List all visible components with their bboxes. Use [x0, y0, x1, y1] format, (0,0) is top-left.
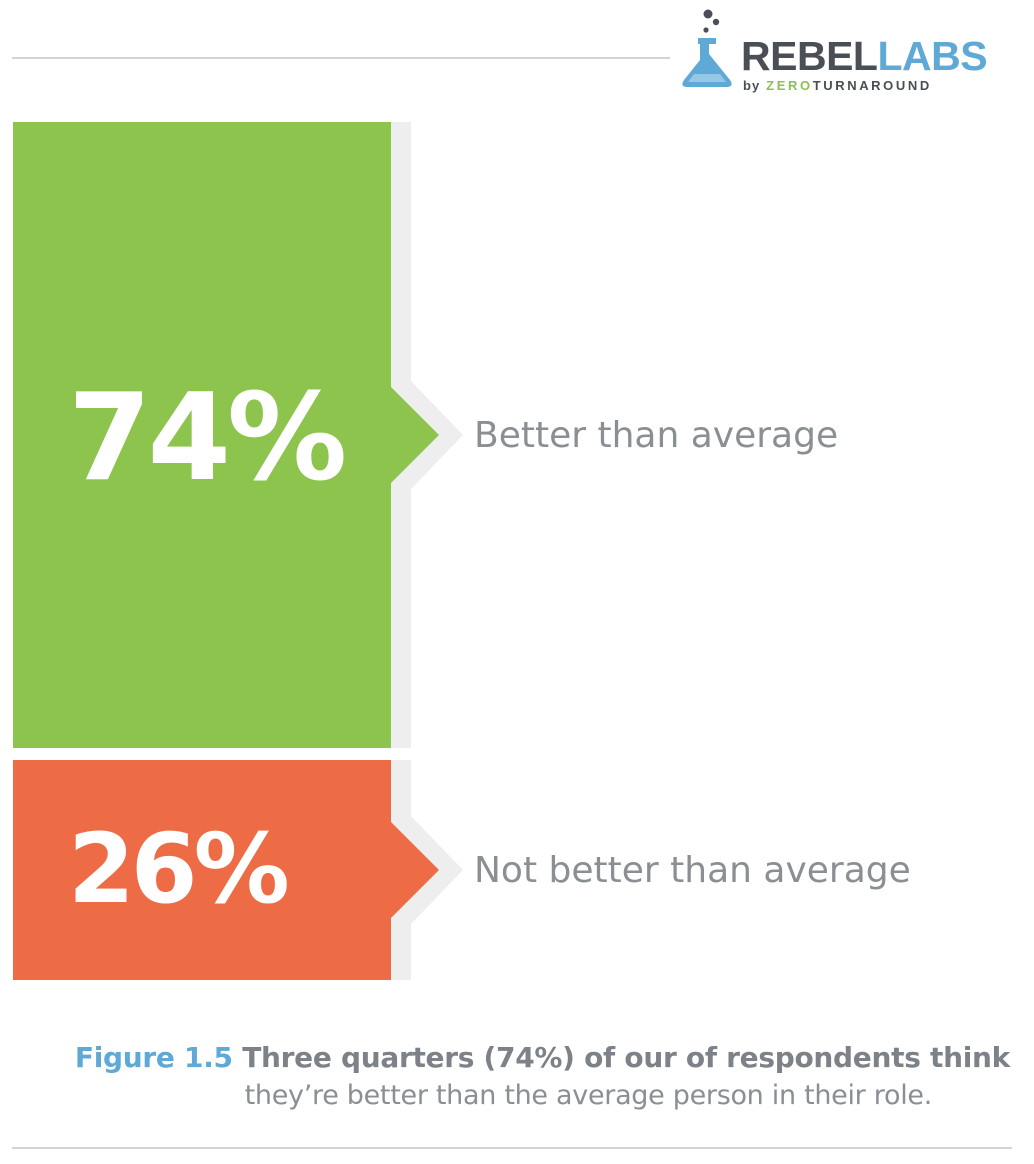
bar: [13, 760, 439, 980]
logo-zero: ZERO: [766, 78, 813, 93]
category-label: Better than average: [474, 415, 838, 456]
bar-group-0: 74% Better than average: [13, 122, 838, 748]
top-divider: [12, 57, 670, 59]
logo-by: by: [743, 78, 761, 93]
bar-group-1: 26% Not better than average: [13, 760, 911, 980]
logo-turnaround: TURNAROUND: [812, 78, 932, 93]
value-label: 26%: [68, 813, 288, 925]
bottom-divider: [12, 1147, 1012, 1149]
flask-icon: [682, 9, 732, 87]
logo-rebel: REBEL: [741, 33, 878, 79]
category-label: Not better than average: [474, 850, 911, 891]
value-label: 74%: [68, 369, 344, 508]
figure-label: Figure 1.5: [74, 1041, 233, 1074]
logo-labs: LABS: [877, 33, 988, 79]
logo-byline: by ZEROTURNAROUND: [743, 79, 932, 92]
percentage-chart: 74% Better than average 26% Not better than…: [13, 122, 911, 980]
logo-wordmark: REBELLABS: [741, 33, 988, 79]
figure-title: Three quarters (74%) of our of responden…: [242, 1041, 1010, 1074]
bar: [13, 122, 439, 748]
figure-caption: Figure 1.5 Three quarters (74%) of our o…: [0, 1038, 1010, 1114]
figure-subtitle: they’re better than the average person i…: [244, 1080, 933, 1111]
rebellabs-logo: REBELLABS by ZEROTURNAROUND: [676, 8, 988, 92]
